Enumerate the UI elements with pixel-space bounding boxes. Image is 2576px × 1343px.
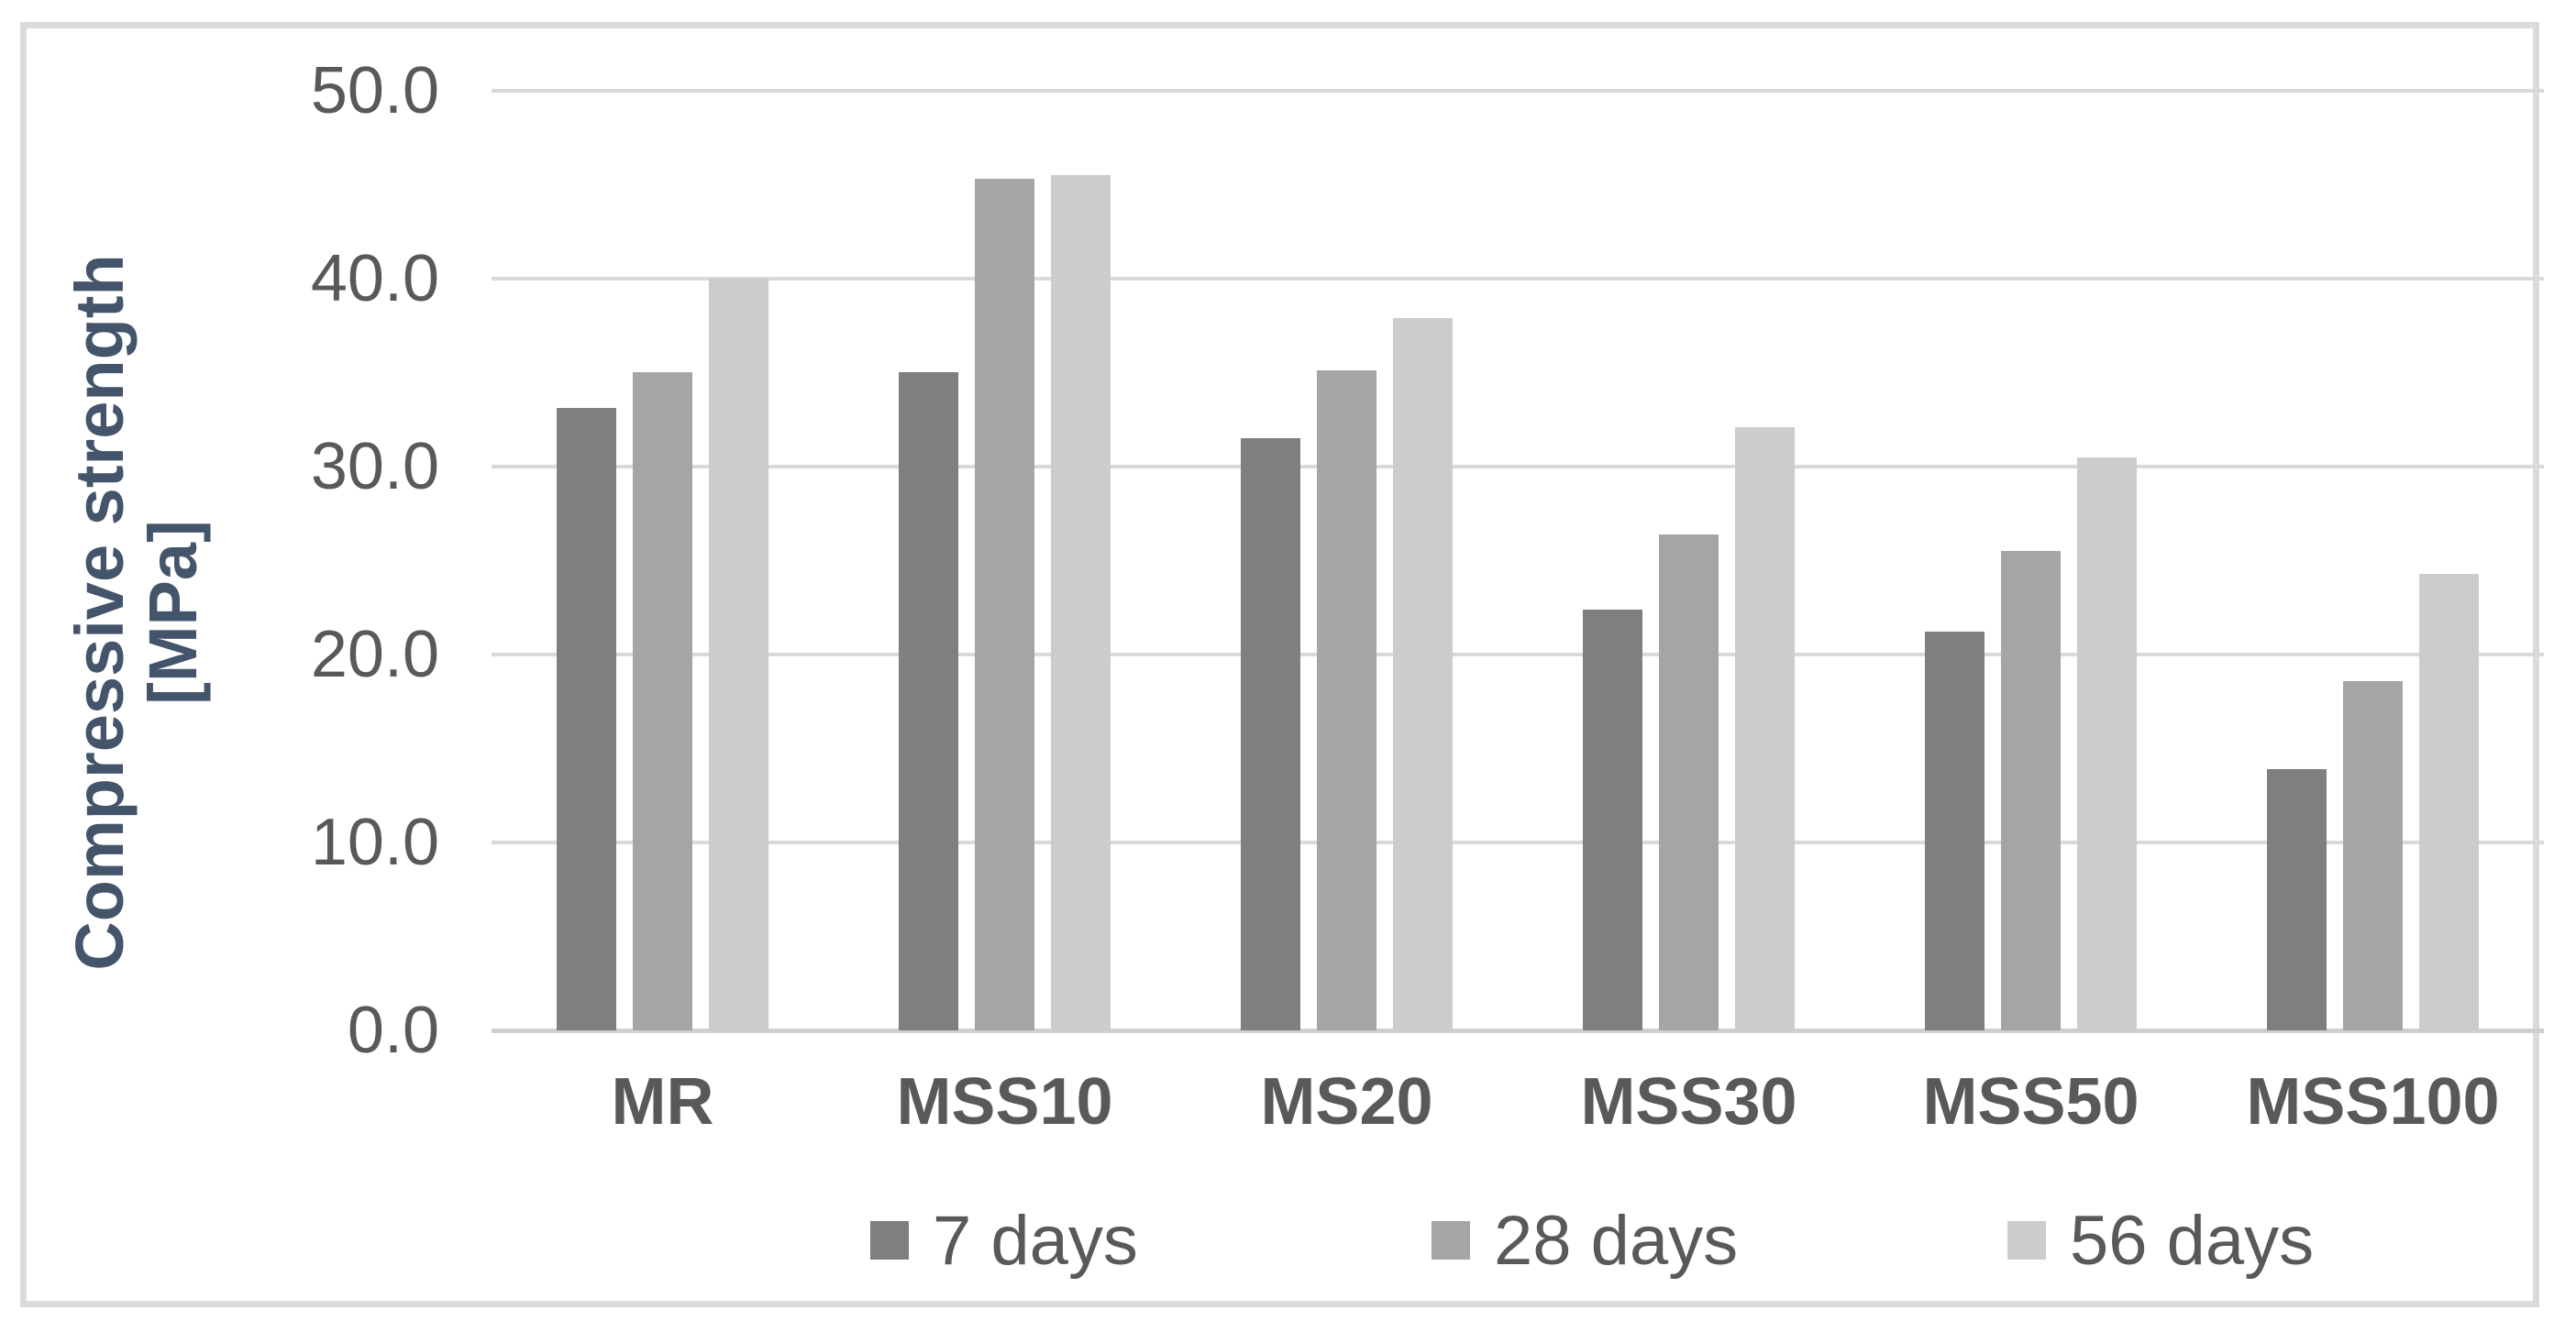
legend-label-28-days: 28 days <box>1494 1201 1739 1280</box>
bar-MS20-7-days <box>1241 438 1300 1030</box>
gridline-y-10.0 <box>492 841 2544 844</box>
y-axis-title-line1: Compressive strength <box>61 254 138 971</box>
x-category-label-MSS30: MSS30 <box>1580 1065 1797 1139</box>
bar-MSS10-7-days <box>899 372 958 1030</box>
y-tick-label-20.0: 20.0 <box>310 618 439 691</box>
legend-swatch-56-days <box>2007 1221 2046 1260</box>
bar-MSS30-7-days <box>1583 610 1642 1030</box>
bar-MR-56-days <box>709 279 768 1030</box>
bar-MS20-56-days <box>1393 318 1453 1030</box>
x-category-label-MSS10: MSS10 <box>896 1065 1113 1139</box>
bar-group-MSS100 <box>2202 91 2544 1030</box>
y-tick-label-40.0: 40.0 <box>310 242 439 315</box>
bar-group-MS20 <box>1176 91 1518 1030</box>
legend-swatch-7-days <box>870 1221 909 1260</box>
legend-item-56-days: 56 days <box>2007 1198 2314 1282</box>
bar-MSS10-56-days <box>1051 175 1111 1030</box>
bar-group-MSS30 <box>1518 91 1860 1030</box>
y-axis-title: Compressive strength [MPa] <box>61 209 219 1016</box>
plot-area <box>492 89 2544 1033</box>
x-axis-category-labels: MR MSS10 MS20 MSS30 MSS50 MSS100 <box>492 1067 2544 1137</box>
legend-swatch-28-days <box>1432 1221 1470 1260</box>
legend-label-56-days: 56 days <box>2070 1201 2315 1280</box>
y-tick-label-10.0: 10.0 <box>310 806 439 879</box>
legend-item-28-days: 28 days <box>1432 1198 1738 1282</box>
x-category-label-MR: MR <box>611 1065 714 1139</box>
legend: 7 days 28 days 56 days <box>27 1198 2576 1282</box>
bar-groups <box>492 91 2544 1030</box>
bar-MS20-28-days <box>1317 370 1376 1030</box>
y-tick-label-0.0: 0.0 <box>347 994 439 1067</box>
legend-label-7-days: 7 days <box>933 1201 1138 1280</box>
bar-MR-7-days <box>557 408 616 1030</box>
legend-item-7-days: 7 days <box>870 1198 1138 1282</box>
x-category-label-MSS100: MSS100 <box>2246 1065 2500 1139</box>
bar-MSS100-28-days <box>2343 681 2403 1030</box>
gridline-y-40.0 <box>492 277 2544 281</box>
bar-MSS50-7-days <box>1925 632 1985 1030</box>
bar-MSS30-28-days <box>1659 534 1719 1030</box>
gridline-y-50.0 <box>492 89 2544 93</box>
gridline-y-0.0 <box>492 1029 2544 1033</box>
bar-MSS100-7-days <box>2267 769 2327 1030</box>
bar-MR-28-days <box>633 372 692 1030</box>
y-axis-title-line2: [MPa] <box>134 520 211 705</box>
bar-MSS10-28-days <box>975 179 1034 1030</box>
x-category-label-MSS50: MSS50 <box>1922 1065 2139 1139</box>
bar-group-MSS50 <box>1860 91 2202 1030</box>
x-category-label-MS20: MS20 <box>1260 1065 1433 1139</box>
bar-MSS50-28-days <box>2001 551 2061 1030</box>
bar-MSS30-56-days <box>1735 427 1795 1030</box>
gridline-y-30.0 <box>492 465 2544 468</box>
bar-MSS50-56-days <box>2077 457 2137 1030</box>
y-tick-label-30.0: 30.0 <box>310 430 439 503</box>
bar-group-MSS10 <box>834 91 1176 1030</box>
gridline-y-20.0 <box>492 653 2544 656</box>
y-tick-label-50.0: 50.0 <box>310 54 439 127</box>
chart-frame: Compressive strength [MPa] 50.0 40.0 30.0 2… <box>20 22 2544 1307</box>
bar-MSS100-56-days <box>2419 574 2479 1030</box>
bar-group-MR <box>492 91 834 1030</box>
